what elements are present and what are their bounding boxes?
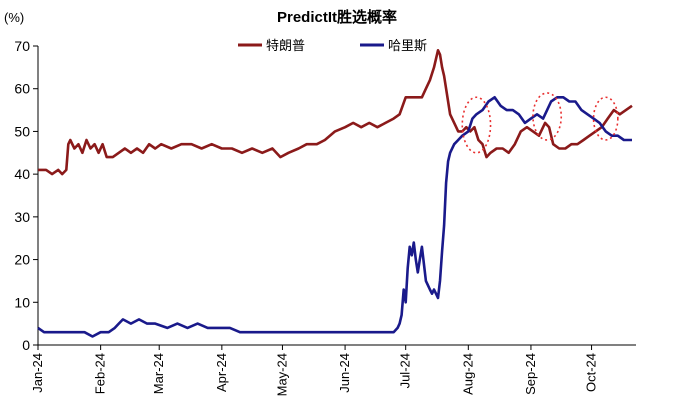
x-tick-label: Feb-24 bbox=[93, 353, 108, 394]
y-tick-label: 60 bbox=[14, 81, 30, 97]
y-axis: 0 10 20 30 40 50 60 70 bbox=[14, 38, 39, 353]
x-tick-label: Sep-24 bbox=[523, 353, 538, 395]
legend: 特朗普 哈里斯 bbox=[238, 38, 427, 53]
legend-label-trump: 特朗普 bbox=[266, 38, 305, 53]
highlight-ellipse bbox=[461, 96, 492, 154]
y-tick-label: 10 bbox=[14, 294, 30, 310]
series-layer bbox=[37, 49, 633, 338]
x-tick-label: Oct-24 bbox=[584, 353, 599, 392]
x-tick-label: Mar-24 bbox=[151, 353, 166, 394]
x-tick-label: Jul-24 bbox=[398, 353, 413, 388]
x-tick-label: May-24 bbox=[274, 353, 289, 396]
y-tick-label: 20 bbox=[14, 252, 30, 268]
x-tick-label: Aug-24 bbox=[460, 353, 475, 395]
legend-label-harris: 哈里斯 bbox=[388, 38, 427, 53]
x-tick-label: Apr-24 bbox=[214, 353, 229, 392]
y-tick-label: 50 bbox=[14, 123, 30, 139]
y-tick-label: 0 bbox=[22, 337, 30, 353]
y-tick-label: 30 bbox=[14, 209, 30, 225]
x-tick-label: Jun-24 bbox=[337, 353, 352, 393]
series-line-trump bbox=[38, 49, 633, 176]
x-axis: Jan-24 Feb-24 Mar-24 Apr-24 May-24 Jun-24 Jul-… bbox=[30, 344, 636, 396]
x-tick-label: Jan-24 bbox=[30, 353, 45, 393]
chart-title: PredictIt胜选概率 bbox=[277, 8, 397, 26]
y-unit-label: (%) bbox=[4, 10, 24, 25]
series-line-harris bbox=[37, 96, 632, 338]
y-tick-label: 70 bbox=[14, 38, 30, 54]
y-tick-label: 40 bbox=[14, 166, 30, 182]
annotation-layer bbox=[461, 92, 619, 154]
highlight-ellipse bbox=[592, 96, 619, 141]
highlight-ellipse bbox=[532, 92, 563, 141]
